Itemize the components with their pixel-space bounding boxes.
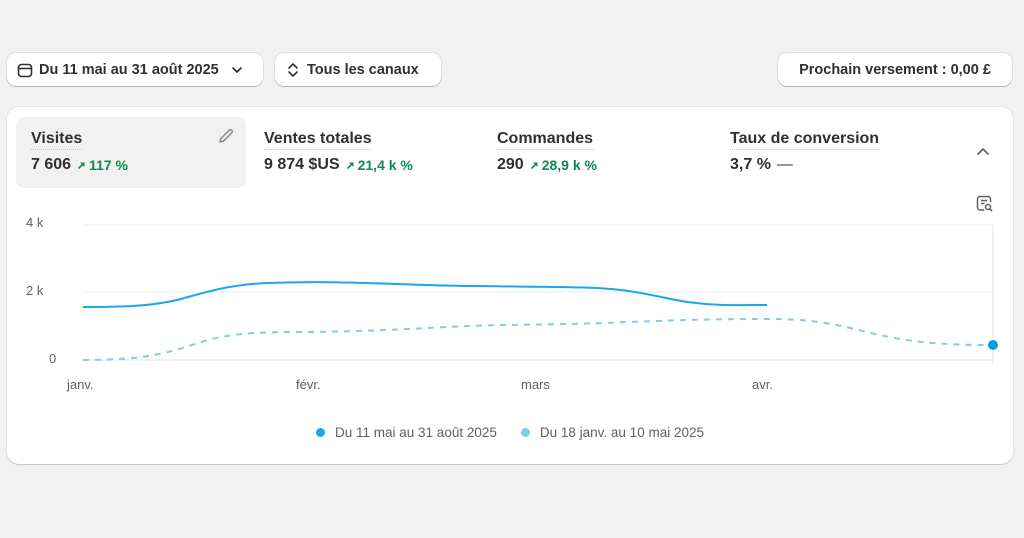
arrow-up-right-icon	[346, 161, 354, 169]
date-range-button[interactable]: Du 11 mai au 31 août 2025	[7, 53, 263, 86]
metric-delta: 28,9 k %	[530, 157, 597, 173]
highlight-point	[988, 340, 998, 350]
legend-dot-icon	[316, 428, 325, 437]
current-period-line	[82, 281, 768, 308]
analytics-card: Visites 7 606 117 % Ventes totales 9 874…	[7, 107, 1013, 464]
visits-line-chart: 4 k 2 k 0 janv. févr. mars avr.	[7, 107, 1013, 464]
chevron-up-icon[interactable]	[973, 144, 993, 160]
chevron-down-icon	[231, 66, 242, 73]
metric-title: Ventes totales	[264, 129, 372, 150]
calendar-icon	[17, 63, 33, 77]
metric-title: Commandes	[497, 129, 594, 150]
metric-title: Visites	[31, 129, 83, 150]
metric-delta-flat: —	[776, 156, 793, 173]
date-range-label: Du 11 mai au 31 août 2025	[39, 61, 219, 78]
chart-plot-area	[82, 224, 998, 365]
x-tick-label: avr.	[752, 377, 773, 392]
legend-item-previous-period[interactable]: Du 18 janv. au 10 mai 2025	[520, 425, 704, 440]
metric-value: 9 874 $US	[264, 156, 340, 173]
arrow-up-right-icon	[77, 161, 85, 169]
y-tick-label: 0	[49, 351, 57, 366]
metric-title: Taux de conversion	[730, 129, 880, 150]
arrow-up-right-icon	[530, 161, 538, 169]
up-down-chevron-icon	[288, 62, 298, 77]
next-payout-button[interactable]: Prochain versement : 0,00 £	[778, 53, 1012, 86]
metric-delta: 21,4 k %	[346, 157, 413, 173]
metric-tab-total-sales[interactable]: Ventes totales 9 874 $US 21,4 k %	[249, 117, 479, 188]
metric-delta: 117 %	[77, 157, 128, 173]
y-tick-label: 2 k	[26, 283, 44, 298]
metric-value: 3,7 %	[730, 156, 771, 173]
legend-item-current-period[interactable]: Du 11 mai au 31 août 2025	[316, 425, 497, 440]
x-tick-label: janv.	[67, 377, 94, 392]
channel-selector-button[interactable]: Tous les canaux	[275, 53, 441, 86]
y-tick-label: 4 k	[26, 215, 44, 230]
previous-period-line	[82, 317, 994, 361]
x-tick-label: mars	[521, 377, 550, 392]
metric-tab-conversion-rate[interactable]: Taux de conversion 3,7 % —	[715, 117, 945, 188]
metric-value: 290	[497, 156, 524, 173]
report-search-icon[interactable]	[975, 194, 995, 214]
metric-tab-visits[interactable]: Visites 7 606 117 %	[16, 117, 246, 188]
pencil-icon[interactable]	[216, 126, 236, 146]
chart-legend: Du 11 mai au 31 août 2025 Du 18 janv. au…	[7, 425, 1013, 440]
payout-label: Prochain versement : 0,00 £	[799, 61, 991, 78]
metric-tab-orders[interactable]: Commandes 290 28,9 k %	[482, 117, 712, 188]
channel-label: Tous les canaux	[307, 61, 419, 78]
x-tick-label: févr.	[296, 377, 321, 392]
legend-dot-icon	[520, 428, 530, 437]
metric-value: 7 606	[31, 156, 72, 173]
